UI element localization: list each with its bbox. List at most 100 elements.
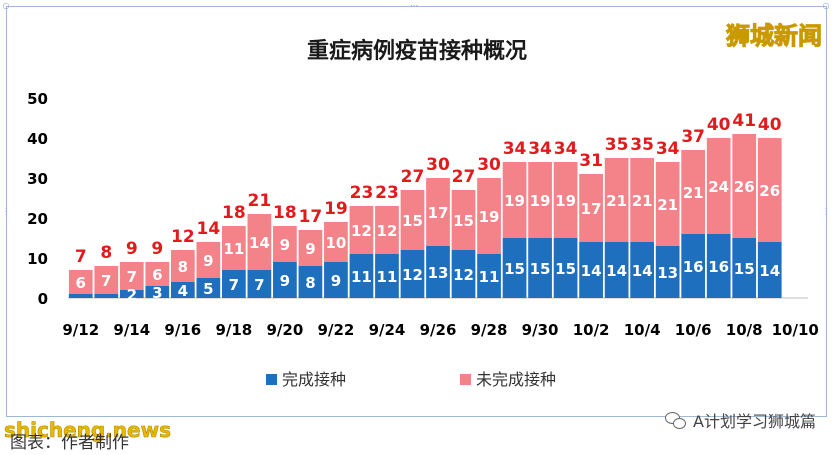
label-not-completed: 14 <box>249 234 270 252</box>
resize-handle-right[interactable]: ⋮ <box>822 207 830 216</box>
label-total: 18 <box>222 203 246 223</box>
label-total: 12 <box>171 227 195 247</box>
label-total: 23 <box>350 183 374 203</box>
label-completed: 8 <box>305 274 315 292</box>
bar-not-completed <box>94 266 119 294</box>
label-total: 17 <box>299 207 323 227</box>
bar-completed <box>451 250 476 298</box>
label-total: 34 <box>503 139 527 159</box>
label-not-completed: 12 <box>377 222 398 240</box>
resize-handle-top-right[interactable]: ○ <box>822 1 830 10</box>
resize-handle-left[interactable]: ⋮ <box>2 207 10 216</box>
label-completed: 12 <box>453 266 474 284</box>
label-total: 27 <box>401 167 425 187</box>
bar-completed <box>94 294 119 298</box>
label-total: 34 <box>528 139 552 159</box>
label-completed: 13 <box>657 264 678 282</box>
bar-not-completed <box>170 250 195 282</box>
label-completed: 13 <box>428 264 449 282</box>
bar-completed <box>553 238 578 298</box>
label-total: 40 <box>758 115 782 135</box>
label-total: 35 <box>605 135 629 155</box>
label-not-completed: 17 <box>428 204 449 222</box>
label-not-completed: 12 <box>351 222 372 240</box>
label-total: 41 <box>732 111 756 131</box>
y-tick-label: 10 <box>27 250 48 268</box>
label-not-completed: 8 <box>178 258 188 276</box>
bar-completed <box>528 238 552 298</box>
bar-completed <box>221 270 246 298</box>
label-not-completed: 21 <box>632 192 653 210</box>
data-labels: 6778279369481259147111871421991889179101… <box>75 111 782 304</box>
label-total: 30 <box>426 155 450 175</box>
label-not-completed: 10 <box>325 234 346 252</box>
label-completed: 11 <box>351 268 372 286</box>
label-not-completed: 9 <box>305 240 315 258</box>
x-tick-label: 10/8 <box>726 321 763 339</box>
label-total: 9 <box>151 239 163 259</box>
bar-not-completed <box>68 270 93 294</box>
label-not-completed: 11 <box>223 240 244 258</box>
resize-handle-top-left[interactable]: ○ <box>2 1 10 10</box>
bar-not-completed <box>553 162 578 238</box>
bar-completed <box>298 266 323 298</box>
bar-not-completed <box>502 162 527 238</box>
bar-completed <box>68 294 93 298</box>
label-not-completed: 17 <box>581 200 602 218</box>
label-total: 18 <box>273 203 297 223</box>
bar-not-completed <box>375 206 399 254</box>
label-not-completed: 26 <box>734 178 755 196</box>
label-completed: 15 <box>530 260 551 278</box>
bar-not-completed <box>298 230 323 266</box>
resize-handle-top[interactable]: ⋯ <box>410 1 418 10</box>
bar-completed <box>630 242 655 298</box>
label-completed: 14 <box>606 262 627 280</box>
wechat-icon <box>665 411 687 429</box>
bar-completed <box>579 242 603 298</box>
bar-completed <box>681 234 706 298</box>
bar-not-completed <box>349 206 374 254</box>
bar-not-completed <box>273 226 297 262</box>
y-tick-label: 30 <box>27 170 48 188</box>
label-completed: 15 <box>504 260 525 278</box>
label-completed: 2 <box>127 286 137 304</box>
legend-label: 完成接种 <box>282 370 346 389</box>
chart-title: 重症病例疫苗接种概况 <box>307 38 527 64</box>
label-not-completed: 21 <box>683 184 704 202</box>
label-completed: 7 <box>229 276 239 294</box>
bar-not-completed <box>732 134 757 238</box>
label-total: 7 <box>75 247 87 267</box>
legend: 完成接种 未完成接种 <box>266 370 556 389</box>
bar-not-completed <box>528 162 552 238</box>
watermark-logo: 狮城新闻 <box>726 22 823 51</box>
y-tick-label: 40 <box>27 130 48 148</box>
bar-completed <box>196 278 221 298</box>
label-not-completed: 7 <box>127 268 137 286</box>
bar-completed <box>732 238 757 298</box>
legend-swatch <box>266 374 277 385</box>
x-tick-label: 9/18 <box>215 321 252 339</box>
bar-completed <box>757 242 782 298</box>
x-tick-label: 9/14 <box>113 321 150 339</box>
bar-completed <box>247 270 272 298</box>
label-not-completed: 21 <box>657 196 678 214</box>
label-total: 40 <box>707 115 731 135</box>
x-tick-label: 9/30 <box>522 321 559 339</box>
bar-not-completed <box>681 150 706 234</box>
label-not-completed: 19 <box>530 192 551 210</box>
label-not-completed: 6 <box>76 274 86 292</box>
x-axis: 9/12 9/14 9/16 9/18 9/20 9/22 9/24 9/26 9/28 9/30… <box>62 321 818 339</box>
legend-swatch <box>460 374 471 385</box>
bar-completed <box>655 246 680 298</box>
label-not-completed: 7 <box>101 272 111 290</box>
label-total: 21 <box>248 191 272 211</box>
x-tick-label: 9/24 <box>369 321 406 339</box>
label-completed: 15 <box>734 260 755 278</box>
x-tick-label: 10/4 <box>624 321 661 339</box>
label-completed: 3 <box>152 284 162 302</box>
bar-completed <box>273 262 297 298</box>
x-tick-label: 9/28 <box>471 321 508 339</box>
x-tick-label: 9/22 <box>318 321 355 339</box>
x-tick-label: 9/20 <box>266 321 303 339</box>
label-completed: 14 <box>632 262 653 280</box>
